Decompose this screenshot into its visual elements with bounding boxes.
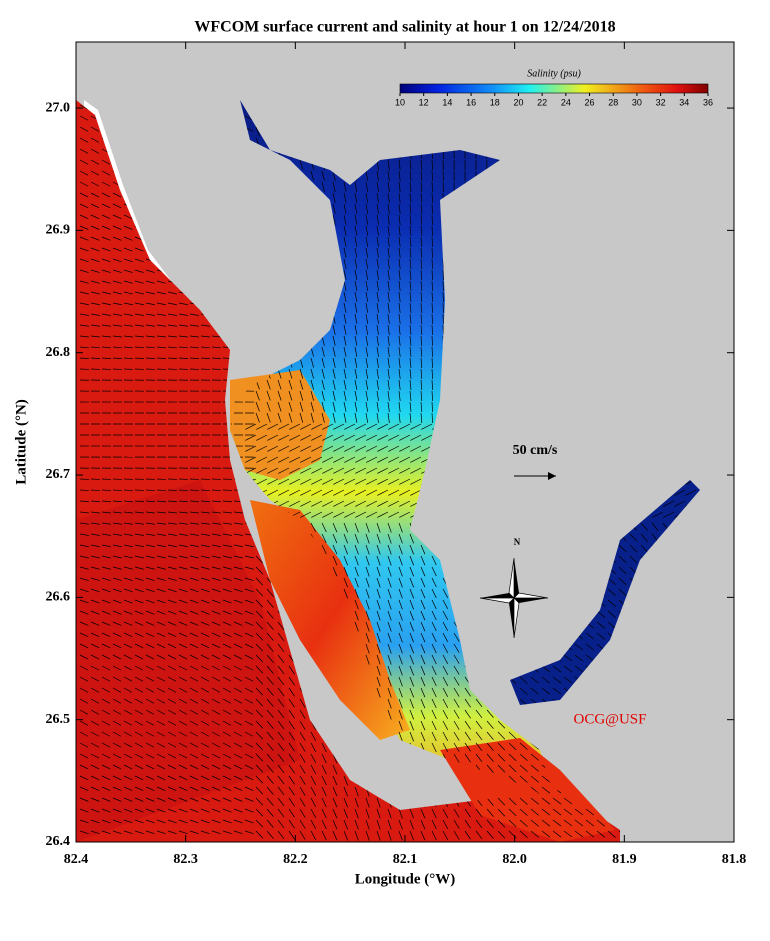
x-tick-label: 82.0 — [502, 852, 527, 867]
colorbar-tick-label: 20 — [513, 97, 523, 107]
y-tick-label: 26.5 — [46, 712, 71, 727]
x-tick-label: 82.2 — [283, 852, 308, 867]
colorbar-tick-label: 18 — [490, 97, 500, 107]
colorbar-tick-label: 32 — [656, 97, 666, 107]
x-tick-label: 82.4 — [64, 852, 89, 867]
map-title: WFCOM surface current and salinity at ho… — [194, 19, 615, 36]
y-tick-label: 26.6 — [46, 590, 71, 605]
x-axis-label: Longitude (°W) — [355, 871, 456, 887]
colorbar-title: Salinity (psu) — [527, 68, 581, 79]
colorbar-tick-label: 36 — [703, 97, 713, 107]
north-label: N — [514, 537, 521, 547]
x-tick-label: 82.3 — [173, 852, 198, 867]
credit: OCG@USF — [573, 711, 646, 727]
colorbar-tick-label: 26 — [585, 97, 595, 107]
y-tick-label: 26.8 — [46, 345, 71, 360]
y-tick-label: 27.0 — [46, 100, 71, 115]
x-tick-label: 81.8 — [722, 852, 747, 867]
colorbar-tick-label: 10 — [395, 97, 405, 107]
colorbar-tick-label: 12 — [419, 97, 429, 107]
y-axis-label: Latitude (°N) — [13, 399, 29, 485]
x-tick-label: 82.1 — [393, 852, 418, 867]
colorbar — [400, 84, 708, 93]
colorbar-tick-label: 34 — [679, 97, 689, 107]
colorbar-tick-label: 24 — [561, 97, 571, 107]
colorbar-tick-label: 28 — [608, 97, 618, 107]
colorbar-tick-label: 16 — [466, 97, 476, 107]
y-tick-label: 26.4 — [46, 834, 71, 849]
colorbar-tick-label: 30 — [632, 97, 642, 107]
colorbar-tick-label: 22 — [537, 97, 547, 107]
colorbar-tick-label: 14 — [442, 97, 452, 107]
x-tick-label: 81.9 — [612, 852, 637, 867]
scale-label: 50 cm/s — [513, 443, 558, 458]
y-tick-label: 26.7 — [46, 467, 71, 482]
y-tick-label: 26.9 — [46, 223, 71, 238]
